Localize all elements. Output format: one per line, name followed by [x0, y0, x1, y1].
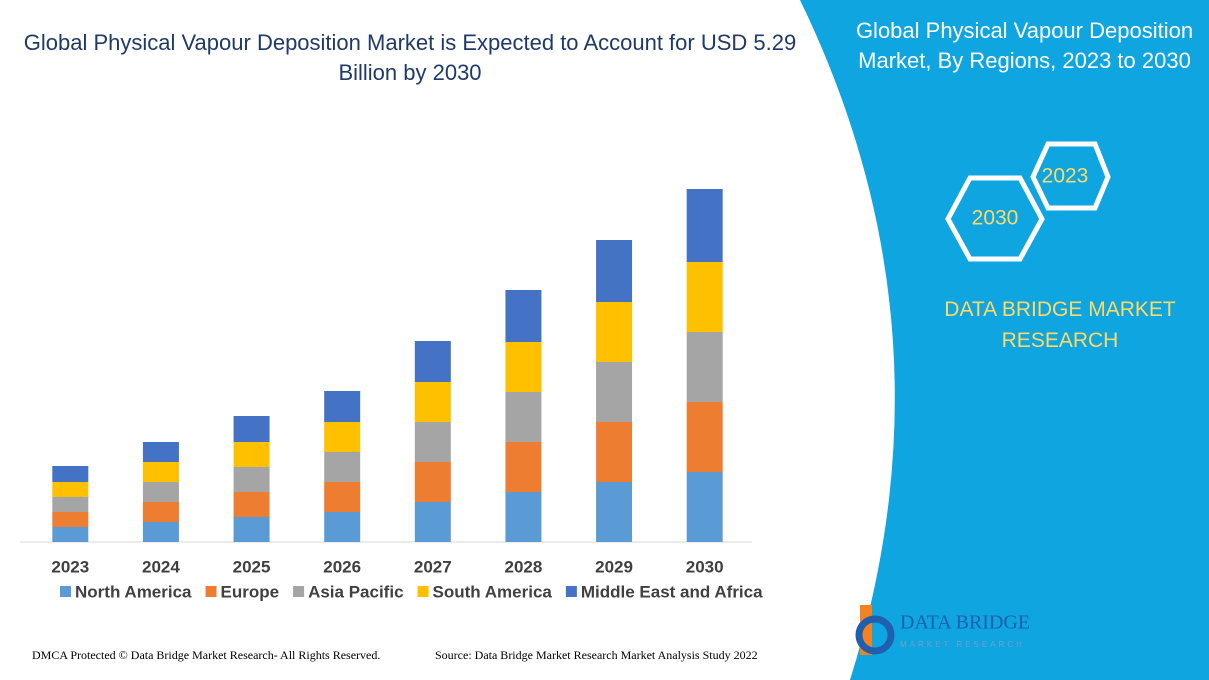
legend-swatch — [60, 586, 71, 597]
legend-label: Asia Pacific — [308, 582, 403, 601]
bar-segment — [52, 466, 89, 482]
bar-segment — [142, 442, 179, 462]
x-tick-label: 2024 — [142, 557, 180, 576]
x-tick-label: 2028 — [505, 557, 543, 576]
bar-segment — [233, 492, 270, 517]
bar-segment — [52, 482, 89, 497]
bar-segment — [596, 240, 633, 302]
bar-segment — [505, 290, 542, 342]
bar-segment — [233, 517, 270, 542]
bar-segment — [233, 467, 270, 492]
legend-label: North America — [75, 582, 192, 601]
bar-segment — [505, 342, 542, 392]
bar-segment — [414, 462, 451, 502]
bar-segment — [596, 482, 633, 542]
bar-segment — [324, 452, 361, 482]
bar-segment — [686, 402, 723, 472]
bar-segment — [596, 422, 633, 482]
brand: DATA BRIDGE MARKET RESEARCH — [944, 298, 1176, 352]
x-tick-label: 2023 — [51, 557, 89, 576]
bar-segment — [686, 189, 723, 262]
logo-mark — [855, 615, 895, 655]
bar-segment — [142, 522, 179, 542]
bar-segment — [52, 497, 89, 512]
hexagon — [945, 175, 1045, 262]
bar-segment — [414, 422, 451, 462]
panel-title: Global Physical Vapour Deposition Market… — [855, 18, 1194, 73]
legend-label: Middle East and Africa — [581, 582, 763, 601]
hex-label: 2030 — [972, 207, 1019, 230]
logo-name: DATA BRIDGE — [900, 612, 1030, 634]
bar-segment — [686, 262, 723, 332]
bar-segment — [596, 302, 633, 362]
bar-segment — [52, 527, 89, 542]
legend-swatch — [565, 586, 577, 597]
bar-segment — [414, 341, 451, 382]
footer-left: DMCA Protected © Data Bridge Market Rese… — [32, 648, 381, 662]
x-tick-label: 2030 — [686, 557, 724, 576]
bar-segment — [324, 422, 361, 452]
hex-label: 2023 — [1042, 165, 1089, 188]
bar-segment — [324, 391, 361, 422]
bar-segment — [142, 462, 179, 482]
bar-segment — [233, 442, 270, 467]
hexagon — [1030, 141, 1111, 211]
bar-segment — [414, 382, 451, 422]
bar-segment — [686, 332, 723, 402]
bar-segment — [505, 442, 542, 492]
bar-segment — [142, 482, 179, 502]
chart-title: Global Physical Vapour Deposition Market… — [23, 30, 797, 85]
bar-segment — [324, 482, 361, 512]
bar-segment — [505, 492, 542, 542]
legend-label: South America — [433, 582, 553, 601]
legend-swatch — [293, 586, 305, 597]
x-tick-label: 2027 — [414, 557, 452, 576]
bar-segment — [505, 392, 542, 442]
bar-segment — [596, 362, 633, 422]
bar-segment — [52, 512, 89, 527]
bar-segment — [142, 502, 179, 522]
bar-segment — [686, 472, 723, 542]
x-tick-label: 2029 — [595, 557, 633, 576]
x-tick-label: 2026 — [323, 557, 361, 576]
bar-segment — [324, 512, 361, 542]
legend-label: Europe — [221, 582, 280, 601]
legend-swatch — [205, 586, 217, 597]
x-tick-label: 2025 — [233, 557, 271, 576]
legend-swatch — [417, 586, 429, 597]
logo: DATA BRIDGE MARKET RESEARCH — [855, 605, 1030, 655]
logo-tagline: MARKET RESEARCH — [900, 640, 1025, 649]
footer-right: Source: Data Bridge Market Research Mark… — [435, 648, 758, 662]
bar-segment — [414, 502, 451, 542]
bar-segment — [233, 416, 270, 442]
